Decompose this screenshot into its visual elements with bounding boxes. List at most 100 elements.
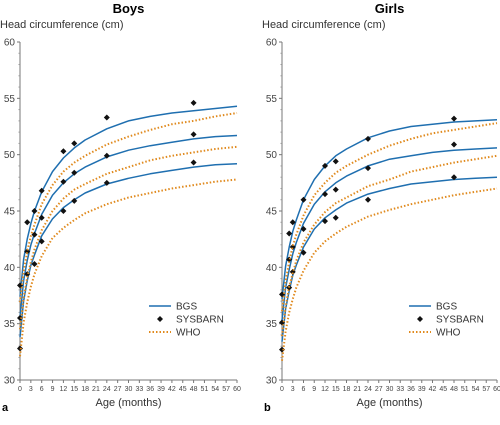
x-tick-label: 18	[343, 386, 351, 393]
x-tick-label: 54	[211, 386, 219, 393]
x-tick-label: 54	[472, 386, 480, 393]
series-line-who	[19, 112, 238, 303]
legend-label-sysbarn: SYSBARN	[436, 315, 484, 326]
legend-label-bgs: BGS	[176, 302, 197, 313]
y-tick-label: 45	[266, 207, 278, 218]
data-point-sysbarn	[103, 114, 110, 121]
data-point-sysbarn	[322, 162, 328, 169]
data-point-sysbarn	[451, 174, 457, 181]
series-line-who	[281, 122, 498, 312]
series-line-who	[19, 145, 238, 330]
series-line-bgs	[19, 105, 238, 297]
x-tick-label: 18	[81, 386, 89, 393]
legend-label-who: WHO	[176, 328, 201, 339]
legend-label-who: WHO	[436, 328, 461, 339]
x-tick-label: 27	[114, 386, 122, 393]
x-tick-label: 42	[429, 386, 437, 393]
x-tick-label: 36	[407, 386, 415, 393]
data-point-sysbarn	[31, 208, 38, 214]
x-tick-label: 48	[190, 386, 198, 393]
series-line-who	[281, 154, 498, 337]
x-tick-label: 30	[125, 386, 133, 393]
y-tick-label: 45	[4, 207, 16, 218]
data-point-sysbarn	[24, 248, 31, 255]
x-tick-label: 39	[418, 386, 426, 393]
x-tick-label: 6	[40, 386, 44, 393]
y-tick-label: 55	[4, 94, 16, 105]
data-point-sysbarn	[60, 208, 67, 214]
x-tick-label: 24	[103, 386, 111, 393]
y-tick-label: 35	[266, 319, 278, 330]
x-tick-label: 6	[302, 386, 306, 393]
data-point-sysbarn	[451, 115, 457, 122]
x-tick-label: 57	[482, 386, 490, 393]
x-tick-label: 45	[439, 386, 447, 393]
x-tick-label: 15	[70, 386, 78, 393]
legend-label-bgs: BGS	[436, 302, 457, 313]
x-tick-label: 60	[493, 386, 500, 393]
x-tick-label: 12	[321, 386, 329, 393]
y-tick-label: 60	[4, 38, 16, 49]
x-tick-label: 36	[146, 386, 154, 393]
x-tick-label: 21	[92, 386, 100, 393]
x-tick-label: 30	[386, 386, 394, 393]
x-tick-label: 45	[179, 386, 187, 393]
data-point-sysbarn	[38, 238, 45, 245]
x-axis-label: Age (months)	[356, 397, 422, 409]
x-tick-label: 24	[364, 386, 372, 393]
data-point-sysbarn	[365, 165, 371, 172]
y-tick-label: 50	[4, 150, 16, 161]
data-point-sysbarn	[71, 169, 78, 176]
x-tick-label: 60	[233, 386, 241, 393]
x-axis-label: Age (months)	[95, 397, 161, 409]
y-tick-label: 50	[266, 150, 278, 161]
legend-marker-sysbarn	[157, 316, 163, 322]
x-tick-label: 57	[222, 386, 230, 393]
data-point-sysbarn	[286, 256, 293, 263]
y-axis-label: Head circumference (cm)	[262, 19, 385, 31]
y-tick-label: 40	[266, 263, 278, 274]
series-line-bgs	[19, 162, 238, 338]
panel-letter: a	[2, 402, 9, 414]
y-tick-label: 30	[266, 376, 278, 387]
x-tick-label: 33	[135, 386, 143, 393]
x-tick-label: 15	[332, 386, 340, 393]
data-point-sysbarn	[24, 219, 31, 226]
data-point-sysbarn	[60, 178, 67, 185]
series-line-bgs	[281, 118, 498, 299]
x-tick-label: 12	[60, 386, 68, 393]
data-point-sysbarn	[279, 346, 285, 353]
data-point-sysbarn	[103, 152, 110, 159]
data-point-sysbarn	[332, 186, 339, 193]
data-point-sysbarn	[103, 179, 110, 186]
y-tick-label: 40	[4, 263, 16, 274]
data-point-sysbarn	[17, 315, 23, 322]
panel-letter: b	[264, 402, 271, 414]
data-point-sysbarn	[300, 226, 307, 233]
x-tick-label: 33	[396, 386, 404, 393]
data-point-sysbarn	[322, 191, 328, 198]
x-tick-label: 21	[353, 386, 361, 393]
data-point-sysbarn	[38, 214, 45, 221]
series-line-who	[19, 178, 238, 357]
data-point-sysbarn	[332, 158, 339, 165]
x-tick-label: 3	[29, 386, 33, 393]
data-point-sysbarn	[190, 159, 197, 166]
legend-marker-sysbarn	[417, 316, 423, 322]
x-tick-label: 48	[450, 386, 458, 393]
y-tick-label: 35	[4, 319, 16, 330]
data-point-sysbarn	[300, 249, 307, 256]
legend-label-sysbarn: SYSBARN	[176, 315, 224, 326]
data-point-sysbarn	[322, 218, 328, 225]
data-point-sysbarn	[332, 214, 339, 221]
x-tick-label: 3	[291, 386, 295, 393]
x-tick-label: 9	[51, 386, 55, 393]
data-point-sysbarn	[31, 260, 38, 267]
y-tick-label: 60	[266, 38, 278, 49]
x-tick-label: 0	[18, 386, 22, 393]
x-tick-label: 51	[201, 386, 209, 393]
data-point-sysbarn	[289, 219, 296, 226]
x-tick-label: 0	[280, 386, 284, 393]
x-tick-label: 42	[168, 386, 176, 393]
data-point-sysbarn	[365, 196, 371, 203]
